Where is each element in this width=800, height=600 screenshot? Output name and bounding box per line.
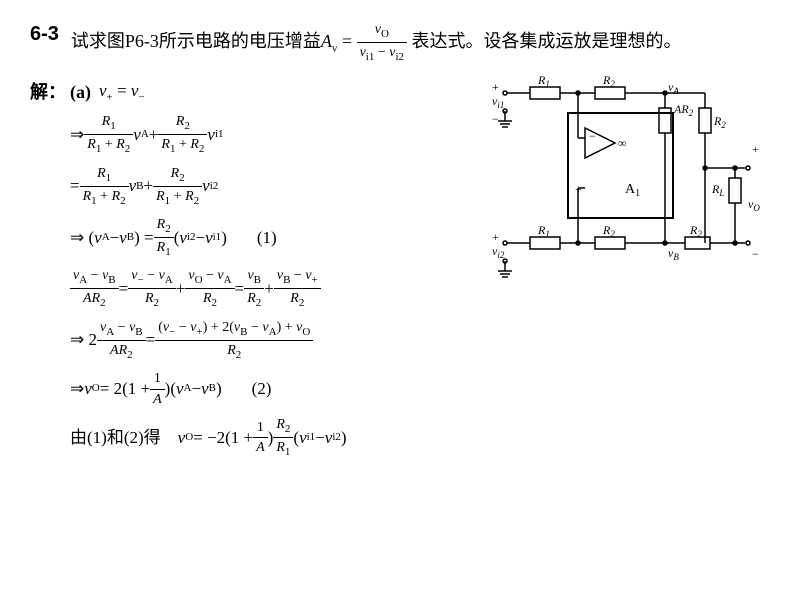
svg-text:−: −: [492, 112, 499, 126]
gain-sym: A: [321, 31, 332, 51]
solve-label: 解：: [30, 80, 66, 105]
eq-line-5: vA − vBAR2 = v− − vAR2 + vO − vAR2 = vBR…: [70, 266, 490, 311]
eq-line-4: ⇒ (vA − vB) = R2R1(vi2 − vi1) (1): [70, 215, 490, 260]
text-before: 试求图P6-3所示电路的电压增益: [71, 31, 321, 51]
line1: v+ = v−: [99, 79, 145, 106]
svg-text:vO: vO: [748, 197, 760, 213]
math-column: 解： (a) v+ = v− ⇒ R1R1 + R2vA + R2R1 + R2…: [30, 73, 490, 466]
svg-text:+: +: [492, 230, 499, 244]
svg-text:R1: R1: [537, 223, 550, 239]
conclude: 由(1)和(2)得: [70, 426, 161, 450]
svg-text:R2: R2: [602, 223, 615, 239]
eq-line-6: ⇒ 2vA − vBAR2 = (v− − v+) + 2(vB − vA) +…: [70, 318, 490, 363]
svg-text:−: −: [589, 129, 596, 143]
eq-line-3: = R1R1 + R2vB + R2R1 + R2vi2: [70, 164, 490, 209]
problem-text: 试求图P6-3所示电路的电压增益Av = vO vi1 − vi2 表达式。设各…: [71, 20, 770, 65]
eq1-num: (1): [257, 226, 277, 250]
svg-text:+: +: [492, 80, 499, 94]
svg-text:vB: vB: [668, 246, 679, 262]
gain-sub: v: [332, 42, 338, 54]
circuit-diagram: + vi1 − R1 R2 vA +: [490, 73, 770, 293]
eq-line-8: 由(1)和(2)得 vO = −2(1 + 1A)R2R1(vi1 − vi2): [70, 415, 490, 460]
svg-text:R2: R2: [689, 223, 702, 239]
eq-line-2: ⇒ R1R1 + R2vA + R2R1 + R2vi1: [70, 112, 490, 157]
eq2-num: (2): [252, 377, 272, 401]
svg-text:vi1: vi1: [492, 94, 504, 110]
text-after: 表达式。设各集成运放是理想的。: [412, 31, 682, 51]
part-label: (a): [70, 80, 91, 105]
svg-text:AR2: AR2: [673, 102, 694, 118]
svg-text:R1: R1: [537, 73, 550, 89]
problem-number: 6-3: [30, 20, 59, 48]
svg-text:vi2: vi2: [492, 244, 505, 260]
svg-text:+: +: [752, 142, 759, 156]
svg-text:−: −: [752, 247, 759, 261]
svg-text:+: +: [575, 182, 582, 196]
eq-line-7: ⇒ vO = 2(1 + 1A)(vA − vB) (2): [70, 369, 490, 409]
svg-text:RL: RL: [711, 182, 724, 198]
svg-text:A1: A1: [625, 182, 640, 199]
solve-label-line: 解： (a) v+ = v−: [30, 79, 490, 106]
gain-frac: vO vi1 − vi2: [357, 20, 407, 65]
svg-text:∞: ∞: [618, 136, 627, 150]
svg-text:R2: R2: [713, 114, 726, 130]
solution-area: 解： (a) v+ = v− ⇒ R1R1 + R2vA + R2R1 + R2…: [30, 73, 770, 466]
problem-header: 6-3 试求图P6-3所示电路的电压增益Av = vO vi1 − vi2 表达…: [30, 20, 770, 65]
svg-text:R2: R2: [602, 73, 615, 89]
